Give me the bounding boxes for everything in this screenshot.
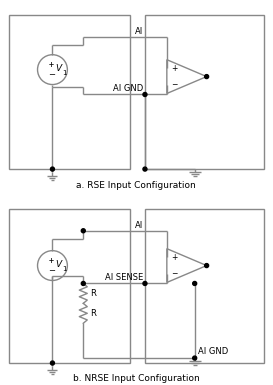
Circle shape: [205, 75, 209, 79]
Text: −: −: [48, 70, 55, 79]
Circle shape: [193, 281, 197, 285]
Circle shape: [193, 356, 197, 360]
Text: +: +: [171, 64, 177, 73]
Circle shape: [143, 167, 147, 171]
Circle shape: [143, 281, 147, 285]
Circle shape: [205, 264, 209, 268]
Text: b. NRSE Input Configuration: b. NRSE Input Configuration: [73, 374, 199, 383]
Circle shape: [81, 281, 85, 285]
Text: +: +: [49, 256, 54, 265]
Circle shape: [51, 167, 54, 171]
Text: +: +: [171, 253, 177, 262]
Text: +: +: [49, 60, 54, 69]
Text: AI: AI: [135, 221, 143, 230]
Text: a. RSE Input Configuration: a. RSE Input Configuration: [76, 181, 196, 190]
Text: −: −: [171, 270, 177, 278]
Text: V: V: [55, 260, 62, 269]
Text: V: V: [55, 64, 62, 73]
Text: R: R: [90, 289, 96, 298]
Circle shape: [81, 229, 85, 233]
Text: R: R: [90, 309, 96, 318]
Text: 1: 1: [63, 266, 67, 271]
Text: AI: AI: [135, 27, 143, 36]
Circle shape: [143, 92, 147, 97]
Text: −: −: [171, 80, 177, 90]
Text: AI GND: AI GND: [198, 347, 228, 356]
Text: −: −: [48, 266, 55, 275]
Text: 1: 1: [63, 70, 67, 75]
Text: AI GND: AI GND: [113, 84, 143, 94]
Text: AI SENSE: AI SENSE: [105, 273, 143, 283]
Circle shape: [51, 361, 54, 365]
